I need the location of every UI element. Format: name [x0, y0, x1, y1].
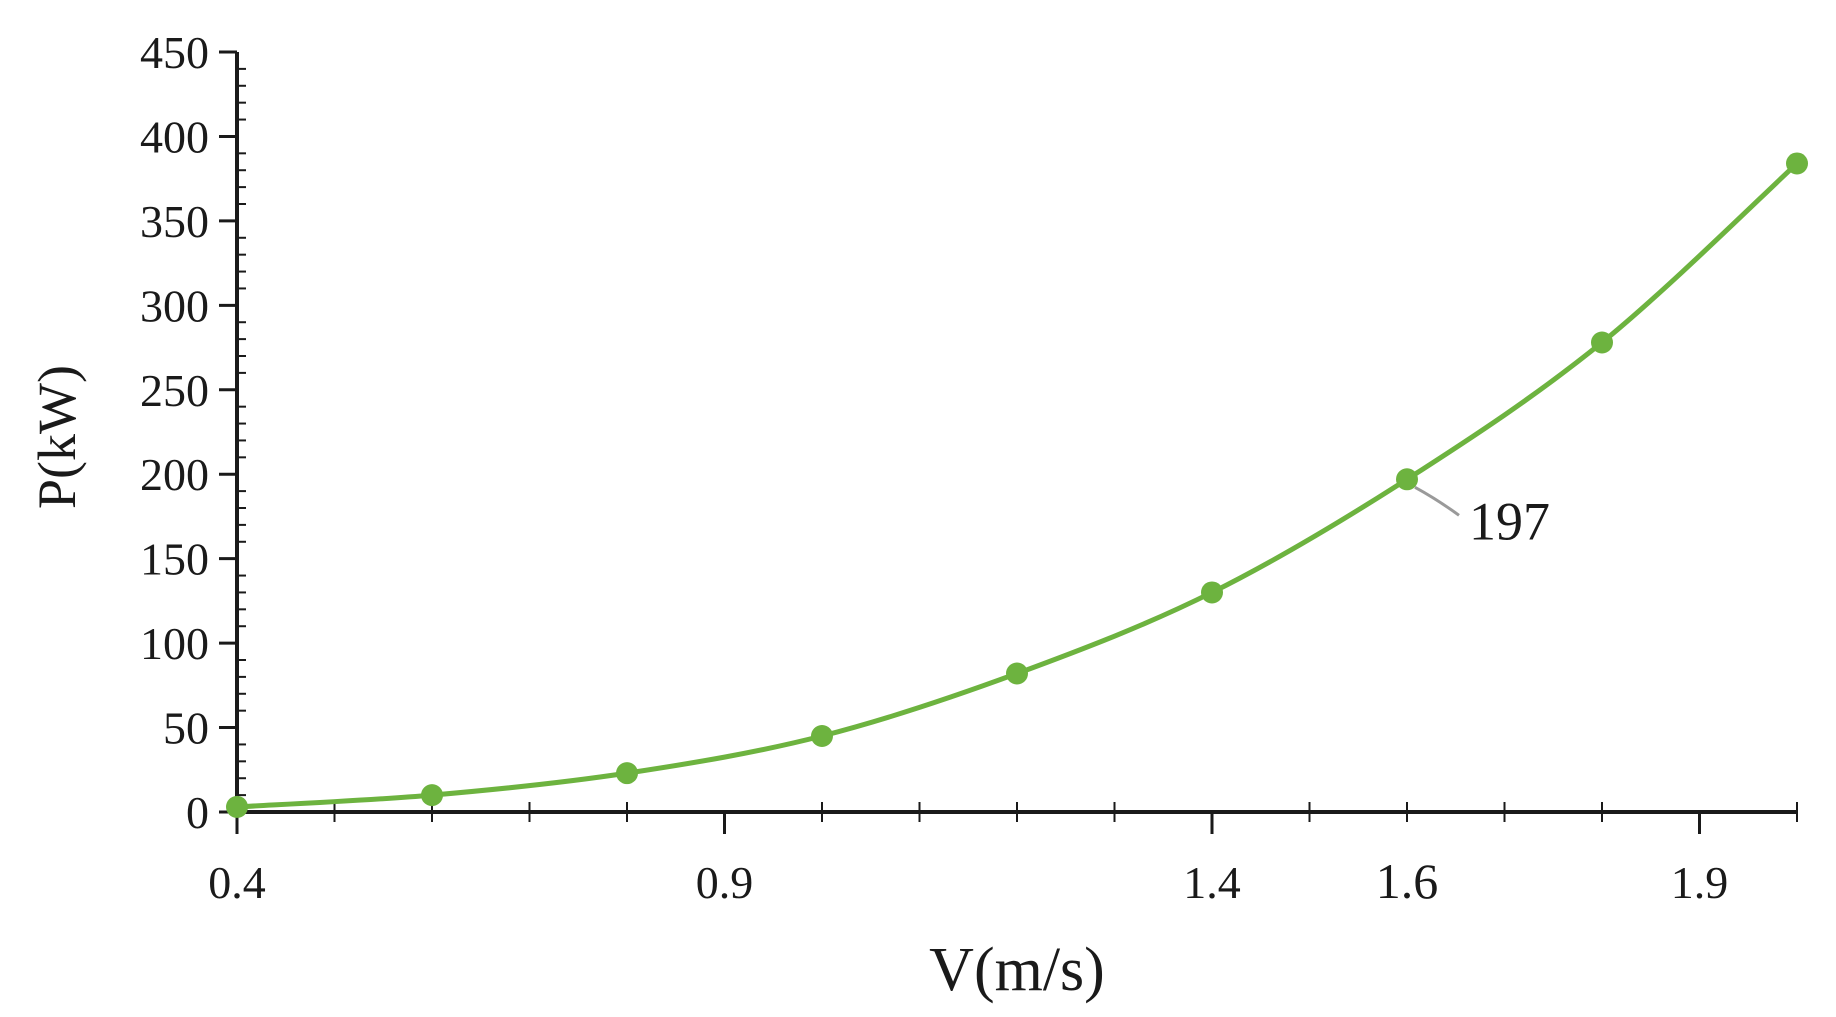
series-line: [234, 160, 1800, 810]
annotation-leader: [1414, 485, 1460, 517]
data-point: [421, 784, 443, 807]
axes: [235, 52, 1797, 814]
y-tick-label: 250: [140, 365, 209, 416]
y-tick-label: 50: [163, 703, 209, 754]
data-label: 197: [1469, 491, 1550, 551]
y-tick-label: 350: [140, 196, 209, 247]
data-point: [1396, 468, 1418, 491]
x-tick-label: 1.9: [1671, 857, 1729, 908]
x-tick-label: 1.6: [1376, 853, 1439, 909]
data-point: [1201, 581, 1223, 604]
y-tick-label: 0: [186, 787, 209, 838]
y-tick-label: 100: [140, 618, 209, 669]
tick-labels: 0 50 100 150 200 250 300 350 400 450 0.4 0.9 1.4 1.6 1…: [140, 27, 1728, 909]
x-axis-title: V(m/s): [929, 936, 1105, 1004]
x-tick-label: 0.4: [208, 857, 266, 908]
data-point: [1006, 662, 1028, 685]
data-points: [226, 152, 1808, 818]
data-point: [1591, 331, 1613, 354]
x-tick-label: 0.9: [696, 857, 754, 908]
data-point: [1786, 152, 1808, 175]
x-tick-label: 1.4: [1183, 857, 1241, 908]
data-point: [226, 795, 248, 818]
y-tick-label: 450: [140, 27, 209, 78]
y-tick-label: 300: [140, 280, 209, 331]
y-tick-label: 150: [140, 534, 209, 585]
y-axis-title: P(kW): [27, 365, 87, 509]
annotations: 197: [1414, 485, 1550, 551]
y-tick-label: 400: [140, 111, 209, 162]
y-tick-label: 200: [140, 449, 209, 500]
data-point: [811, 725, 833, 747]
data-point: [616, 762, 638, 785]
tick-marks: [219, 50, 1798, 834]
